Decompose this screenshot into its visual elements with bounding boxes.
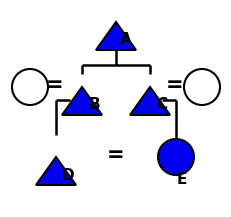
Polygon shape	[36, 157, 76, 185]
Circle shape	[12, 69, 48, 105]
Text: E: E	[176, 171, 186, 186]
Text: =: =	[107, 145, 124, 165]
Text: A: A	[120, 31, 131, 46]
Polygon shape	[96, 22, 135, 50]
Text: B: B	[88, 97, 99, 112]
Polygon shape	[62, 87, 102, 115]
Text: =: =	[165, 75, 183, 95]
Circle shape	[157, 139, 193, 175]
Polygon shape	[129, 87, 169, 115]
Text: =: =	[46, 75, 64, 95]
Text: C: C	[156, 97, 167, 112]
Circle shape	[183, 69, 219, 105]
Text: D: D	[61, 168, 74, 182]
